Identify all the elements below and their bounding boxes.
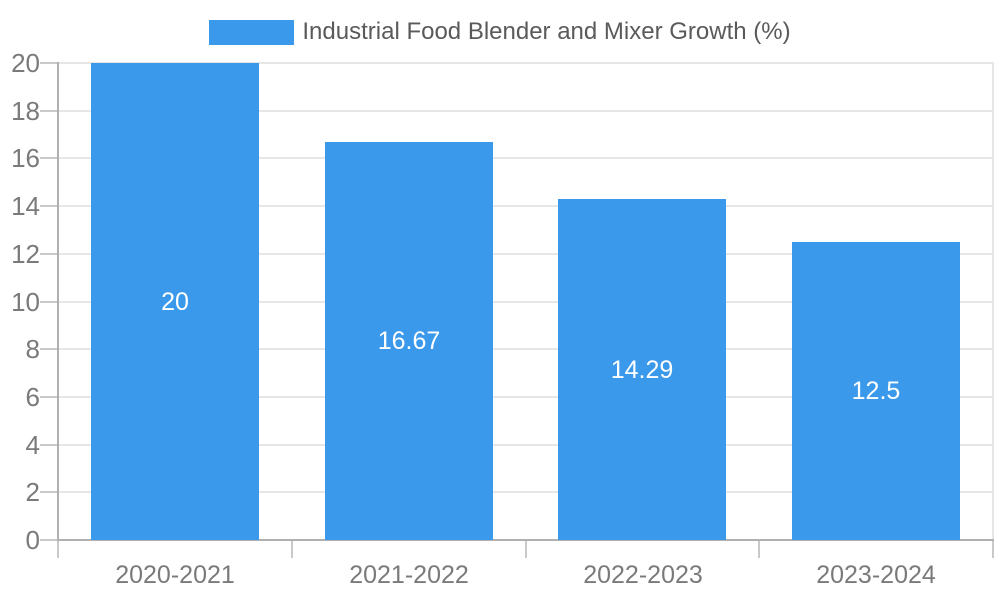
gridline [58, 109, 993, 112]
bar [558, 199, 726, 540]
bar [325, 142, 493, 540]
y-tick [40, 395, 58, 398]
y-tick [40, 348, 58, 351]
chart-legend: Industrial Food Blender and Mixer Growth… [0, 19, 1000, 45]
x-axis-label: 2021-2022 [349, 561, 469, 589]
y-axis-line [57, 62, 59, 541]
y-tick-label: 14 [11, 191, 40, 222]
x-axis-label: 2020-2021 [115, 561, 235, 589]
bar-value-label: 16.67 [377, 327, 441, 355]
x-tick [57, 540, 59, 558]
gridline [58, 348, 993, 351]
gridline [58, 205, 993, 208]
x-tick [524, 540, 527, 558]
y-tick-label: 20 [11, 48, 40, 78]
bar-value-label: 12.5 [851, 377, 901, 405]
y-tick-label: 16 [11, 143, 40, 174]
y-tick-label: 4 [25, 429, 40, 460]
gridline [58, 252, 993, 255]
plot-right-border [992, 62, 994, 541]
y-tick [40, 252, 58, 255]
x-tick [290, 540, 293, 558]
gridline [58, 157, 993, 160]
gridline [58, 62, 993, 64]
y-tick-label: 6 [25, 381, 40, 412]
y-tick-label: 2 [25, 477, 40, 508]
y-tick [40, 109, 58, 112]
gridline [58, 491, 993, 494]
bar [792, 241, 960, 540]
y-tick [40, 491, 58, 494]
x-tick [758, 540, 761, 558]
legend-swatch [209, 19, 295, 45]
x-axis-label: 2023-2024 [816, 561, 936, 589]
y-tick [40, 157, 58, 160]
bar-value-label: 20 [161, 288, 189, 316]
legend-label: Industrial Food Blender and Mixer Growth… [302, 18, 791, 45]
y-tick [40, 205, 58, 208]
bar-value-label: 14.29 [610, 356, 674, 384]
y-tick-label: 8 [25, 334, 40, 365]
y-tick [40, 539, 58, 541]
gridline [58, 395, 993, 398]
y-tick [40, 300, 58, 303]
gridline [58, 443, 993, 446]
y-tick [40, 62, 58, 64]
y-tick [40, 443, 58, 446]
y-tick-label: 10 [11, 286, 40, 317]
x-axis-line [57, 539, 994, 541]
x-tick [992, 540, 994, 558]
y-tick-label: 12 [11, 238, 40, 269]
bar [91, 63, 259, 540]
y-tick-label: 18 [11, 95, 40, 126]
y-tick-label: 0 [25, 525, 40, 555]
x-axis-label: 2022-2023 [583, 561, 703, 589]
gridline [58, 300, 993, 303]
